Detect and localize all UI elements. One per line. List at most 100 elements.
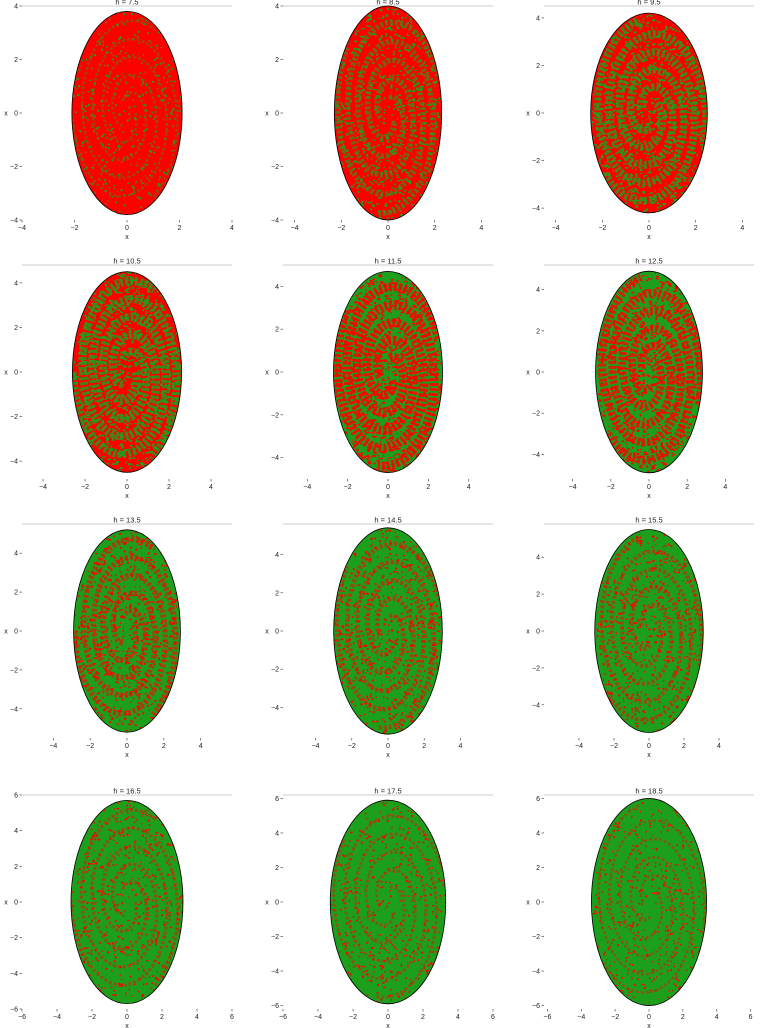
y-tick-label: 0 xyxy=(275,370,279,377)
region-specks xyxy=(596,272,703,473)
swirl-band xyxy=(599,533,684,704)
x-tick-label: 2 xyxy=(682,743,686,750)
panel-title: h = 10.5 xyxy=(113,257,140,266)
region-base xyxy=(330,800,446,1004)
x-tick-label: 4 xyxy=(723,484,727,491)
x-tick-label: −4 xyxy=(577,1014,585,1021)
y-axis-label: x xyxy=(4,111,8,118)
y-tick-label: 6 xyxy=(536,796,540,803)
region-base xyxy=(590,13,708,213)
x-tick-label: −4 xyxy=(291,225,299,232)
x-tick-label: 0 xyxy=(386,484,390,491)
y-tick-label: 0 xyxy=(14,370,18,377)
swirl-band xyxy=(598,273,685,447)
y-tick-label: 0 xyxy=(536,629,540,636)
x-tick-label: 0 xyxy=(386,1014,390,1021)
x-tick-label: 2 xyxy=(681,1014,685,1021)
subplot-panel: h = 10.5 −4 −2 0 2 4 −4 −2 0 2 4 x x xyxy=(4,257,232,500)
y-tick-label: 4 xyxy=(275,552,279,559)
x-tick-label: 2 xyxy=(426,484,430,491)
y-tick-label: 0 xyxy=(275,900,279,907)
boundary-ellipse xyxy=(72,271,182,473)
y-tick-label: −6 xyxy=(10,1007,18,1014)
subplot-panel: h = 12.5 −4 −2 0 2 4 −4 −2 0 2 4 x x xyxy=(526,257,754,500)
y-tick-label: −2 xyxy=(271,412,279,419)
y-tick-label: 2 xyxy=(275,57,279,64)
x-tick-label: −2 xyxy=(71,225,79,232)
x-tick-label: 4 xyxy=(467,484,471,491)
x-tick-label: 6 xyxy=(230,1014,234,1021)
subplot-panel: h = 14.5 −4 −2 0 2 4 −4 −2 0 2 4 x x xyxy=(265,516,493,759)
swirl-band xyxy=(600,48,699,205)
y-tick-label: 6 xyxy=(14,793,18,800)
x-tick-label: 2 xyxy=(178,225,182,232)
boundary-ellipse xyxy=(70,799,184,1005)
region-specks xyxy=(74,532,180,731)
swirl-band xyxy=(597,803,685,976)
subplot-panel: h = 18.5 −6 −4 −2 0 2 4 6 −6 −4 −2 0 2 4 6 x x xyxy=(526,787,754,1028)
y-axis-label: x xyxy=(526,111,530,118)
y-tick-label: 2 xyxy=(536,63,540,70)
x-tick-label: 2 xyxy=(433,225,437,232)
y-tick-label: 4 xyxy=(275,830,279,837)
y-tick-label: 6 xyxy=(275,796,279,803)
y-tick-label: 0 xyxy=(275,629,279,636)
y-tick-label: −2 xyxy=(271,934,279,941)
x-tick-label: −4 xyxy=(303,484,311,491)
panel-title: h = 18.5 xyxy=(635,787,662,796)
region-fill xyxy=(334,6,442,220)
y-tick-label: 2 xyxy=(14,590,18,597)
x-tick-label: −2 xyxy=(611,1014,619,1021)
region-fill xyxy=(333,271,443,473)
y-tick-label: 2 xyxy=(275,327,279,334)
swirl-band xyxy=(79,808,159,969)
y-tick-label: −4 xyxy=(532,206,540,213)
region-base xyxy=(594,529,704,733)
y-tick-label: 4 xyxy=(14,4,18,11)
x-tick-label: 4 xyxy=(715,1014,719,1021)
subplot-panel: h = 17.5 −6 −4 −2 0 2 4 6 −6 −4 −2 0 2 4 6 x x xyxy=(265,787,495,1028)
x-tick-label: −4 xyxy=(575,743,583,750)
y-axis-label: x xyxy=(265,111,269,118)
panel-title: h = 8.5 xyxy=(376,0,399,7)
subplot-panel: h = 16.5 −6 −4 −2 0 2 4 6 −6 −4 −2 0 2 4 6 x x xyxy=(4,787,234,1028)
subplot-panel: h = 13.5 −4 −2 0 2 4 −4 −2 0 2 4 x x xyxy=(4,516,232,759)
boundary-ellipse xyxy=(333,527,443,735)
x-tick-label: −4 xyxy=(18,225,26,232)
region-fill xyxy=(73,529,181,733)
y-tick-label: 4 xyxy=(536,830,540,837)
y-tick-label: −4 xyxy=(271,455,279,462)
boundary-ellipse xyxy=(590,12,708,214)
subplot-panel: h = 7.5 −4 −2 0 2 4 −4 −2 0 2 4 x x xyxy=(4,0,234,241)
y-tick-label: −6 xyxy=(532,1003,540,1010)
x-axis-label: x xyxy=(647,493,651,500)
x-tick-label: 0 xyxy=(647,1014,651,1021)
x-tick-label: −2 xyxy=(610,743,618,750)
y-tick-label: 4 xyxy=(275,4,279,11)
x-tick-label: 4 xyxy=(195,1014,199,1021)
y-tick-label: −4 xyxy=(532,969,540,976)
y-tick-label: 0 xyxy=(14,900,18,907)
x-tick-label: 0 xyxy=(386,225,390,232)
x-tick-label: 0 xyxy=(647,484,651,491)
swirl-band xyxy=(353,832,439,999)
boundary-ellipse xyxy=(73,529,181,733)
region-specks xyxy=(335,7,442,219)
x-tick-label: 6 xyxy=(491,1014,495,1021)
boundary-ellipse xyxy=(71,10,183,216)
y-tick-label: −4 xyxy=(271,705,279,712)
swirl-band xyxy=(605,567,694,723)
y-axis-label: x xyxy=(4,370,8,377)
swirl-band xyxy=(333,307,429,453)
x-tick-label: −2 xyxy=(598,225,606,232)
swirl-band xyxy=(354,38,437,216)
boundary-ellipse xyxy=(333,271,443,473)
y-tick-label: 4 xyxy=(536,555,540,562)
y-tick-label: −2 xyxy=(532,158,540,165)
x-tick-label: −2 xyxy=(349,1014,357,1021)
y-tick-label: 0 xyxy=(536,900,540,907)
x-tick-label: 4 xyxy=(209,484,213,491)
x-tick-label: 0 xyxy=(125,1014,129,1021)
y-tick-label: −2 xyxy=(532,934,540,941)
x-axis-label: x xyxy=(125,234,129,241)
